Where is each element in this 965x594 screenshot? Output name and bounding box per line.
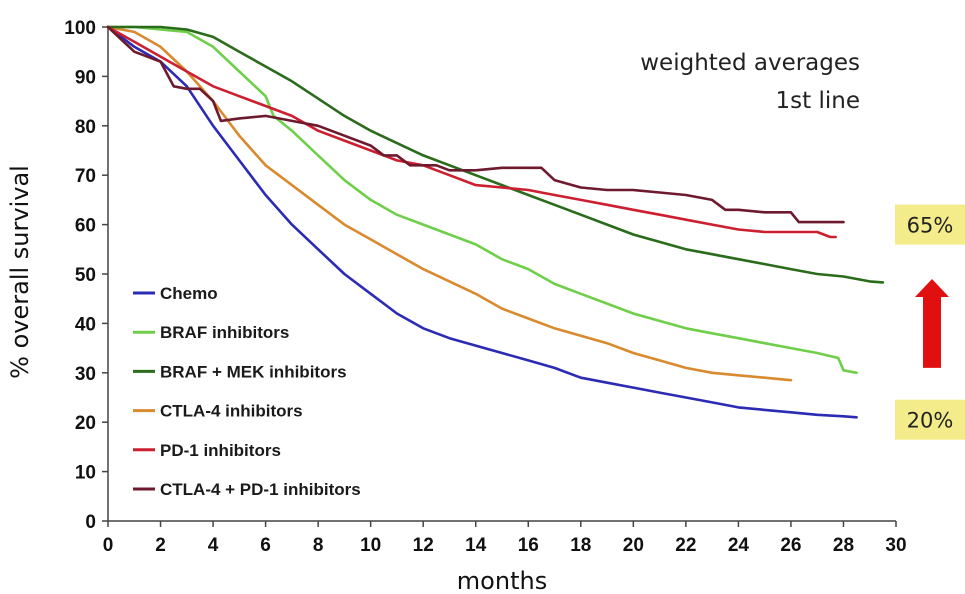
y-tick-label: 50 — [75, 265, 96, 286]
x-tick-label: 30 — [885, 535, 906, 556]
x-axis-title: months — [457, 567, 547, 594]
improvement-arrow-icon — [915, 278, 949, 368]
annotation-line-2: 1st line — [776, 88, 860, 114]
series-line-braf-inhibitors — [106, 25, 858, 375]
callout-box — [895, 204, 965, 245]
x-tick-label: 4 — [208, 535, 219, 556]
arrow-head — [915, 278, 949, 297]
y-tick-label: 10 — [75, 463, 96, 484]
legend-label: PD-1 inhibitors — [160, 441, 281, 460]
x-tick-label: 8 — [313, 535, 324, 556]
legend-label: BRAF + MEK inhibitors — [160, 362, 347, 381]
y-tick-label: 40 — [75, 314, 96, 335]
x-tick-label: 10 — [360, 535, 381, 556]
legend-label: CTLA-4 + PD-1 inhibitors — [160, 480, 361, 499]
callout-value: 65% — [907, 214, 954, 238]
y-tick-label: 80 — [75, 117, 96, 138]
y-tick-label: 60 — [75, 216, 96, 237]
legend: Chemo BRAF inhibitors BRAF + MEK inhibitor… — [133, 284, 361, 499]
y-tick-label: 100 — [64, 18, 96, 39]
series-line-ctla-4-inhibitors — [106, 25, 793, 382]
x-tick-label: 14 — [465, 535, 487, 556]
y-tick-label: 30 — [75, 364, 96, 385]
series-line-braf-mek-inhibitors — [106, 25, 885, 284]
x-tick-label: 16 — [518, 535, 539, 556]
x-tick-label: 12 — [413, 535, 434, 556]
arrow-shaft — [923, 296, 941, 368]
x-tick-label: 26 — [780, 535, 801, 556]
chart-annotation: weighted averages 1st line — [640, 50, 860, 114]
y-tick-label: 0 — [85, 512, 96, 533]
series-line-chemo — [106, 25, 858, 419]
x-tick-label: 2 — [155, 535, 166, 556]
x-tick-label: 18 — [570, 535, 591, 556]
callout-box — [895, 399, 965, 440]
x-tick-label: 20 — [623, 535, 644, 556]
legend-label: BRAF inhibitors — [160, 323, 289, 342]
y-tick-label: 20 — [75, 413, 96, 434]
x-tick-label: 22 — [675, 535, 696, 556]
callout-value: 20% — [907, 409, 954, 433]
series-lines — [106, 25, 885, 419]
callouts: 65% 20% — [895, 204, 965, 440]
legend-label: CTLA-4 inhibitors — [160, 402, 303, 421]
x-tick-label: 0 — [103, 535, 114, 556]
x-tick-label: 24 — [728, 535, 750, 556]
series-line-ctla-4-pd-1-inhibitors — [106, 25, 845, 224]
annotation-line-1: weighted averages — [640, 50, 860, 76]
x-tick-label: 6 — [260, 535, 271, 556]
y-tick-label: 90 — [75, 67, 96, 88]
x-tick-label: 28 — [833, 535, 854, 556]
y-axis-title: % overall survival — [6, 165, 34, 379]
series-line-pd-1-inhibitors — [106, 25, 837, 239]
legend-label: Chemo — [160, 284, 218, 303]
y-tick-label: 70 — [75, 166, 96, 187]
